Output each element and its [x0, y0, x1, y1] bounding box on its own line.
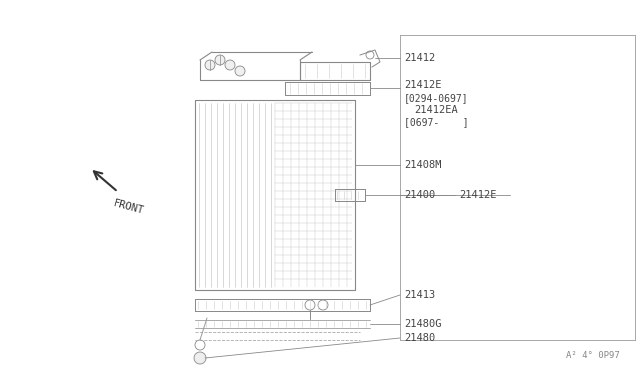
- Circle shape: [195, 340, 205, 350]
- Text: [0294-0697]: [0294-0697]: [404, 93, 468, 103]
- Circle shape: [305, 300, 315, 310]
- Text: 21412: 21412: [404, 53, 435, 63]
- Text: 21480: 21480: [404, 333, 435, 343]
- Circle shape: [215, 55, 225, 65]
- Circle shape: [366, 51, 374, 59]
- Text: [0697-    ]: [0697- ]: [404, 117, 468, 127]
- Circle shape: [318, 300, 328, 310]
- Text: 21413: 21413: [404, 290, 435, 300]
- Text: FRONT: FRONT: [112, 198, 145, 216]
- Text: 21400: 21400: [404, 190, 435, 200]
- Text: 21408M: 21408M: [404, 160, 442, 170]
- Circle shape: [235, 66, 245, 76]
- Text: 21412EA: 21412EA: [414, 105, 458, 115]
- Circle shape: [225, 60, 235, 70]
- Circle shape: [194, 352, 206, 364]
- Text: 21412E: 21412E: [404, 80, 442, 90]
- Text: 21480G: 21480G: [404, 319, 442, 329]
- Text: A² 4° 0P97: A² 4° 0P97: [566, 351, 620, 360]
- Circle shape: [205, 60, 215, 70]
- Text: 21412E: 21412E: [459, 190, 497, 200]
